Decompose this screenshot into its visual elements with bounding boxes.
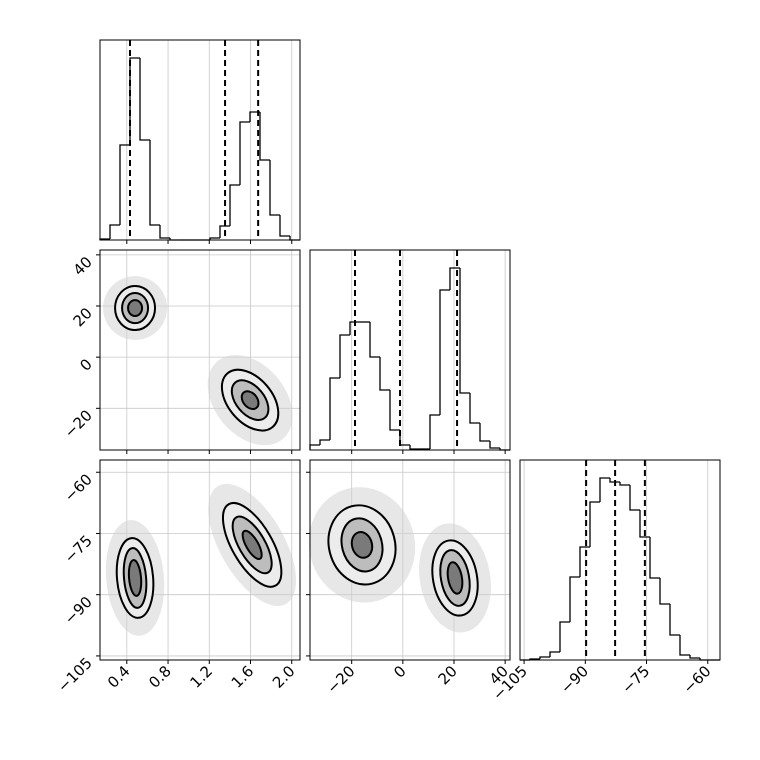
x-tick-label: 0.8 <box>145 662 175 692</box>
histogram-step <box>429 414 440 449</box>
x-tick-label: −20 <box>323 662 358 697</box>
y-tick-label: 40 <box>70 253 96 279</box>
panel <box>309 249 511 454</box>
x-tick-label: −75 <box>618 662 653 697</box>
y-tick-label: −60 <box>61 470 96 505</box>
histogram-step <box>609 478 620 483</box>
histogram-step <box>259 112 270 161</box>
histogram-step <box>489 441 500 449</box>
histogram-step <box>279 215 290 237</box>
histogram-step <box>439 289 450 415</box>
x-tick-label: 1.2 <box>187 662 217 692</box>
contour <box>446 561 464 595</box>
histogram-step <box>659 578 670 605</box>
panel: 0.4 0.8 1.2 1.6 2.0 −105 −90 −75 −60 <box>54 459 301 696</box>
x-tick-label: 2.0 <box>269 662 299 692</box>
histogram-step <box>379 357 390 391</box>
panel: −20 0 20 40 <box>61 249 301 454</box>
histogram-step <box>159 225 170 239</box>
histogram-step <box>349 321 360 335</box>
x-tick-label: 0 <box>390 662 409 681</box>
x-tick-label: 20 <box>435 662 461 688</box>
x-tick-label: 0.4 <box>104 662 134 692</box>
histogram-step <box>329 377 340 440</box>
contour <box>127 299 144 317</box>
axes-frame <box>309 249 511 451</box>
histogram-step <box>399 430 410 446</box>
panel <box>99 39 301 244</box>
y-tick-label: −75 <box>61 532 96 567</box>
histogram-step <box>549 651 560 657</box>
histogram-step <box>339 334 350 378</box>
y-tick-label: 20 <box>70 304 96 330</box>
contour <box>240 390 260 410</box>
histogram-step <box>219 225 230 238</box>
contour <box>241 529 263 561</box>
histogram-step <box>449 267 460 290</box>
histogram-step <box>139 58 150 141</box>
histogram-step <box>369 322 380 358</box>
histogram-step <box>319 439 330 445</box>
y-tick-label: −105 <box>54 654 96 696</box>
histogram-step <box>409 445 420 450</box>
contour <box>127 559 143 597</box>
histogram-step <box>479 423 490 442</box>
histogram-step <box>459 268 470 394</box>
x-tick-label: 1.6 <box>228 662 258 692</box>
y-tick-label: 0 <box>76 355 95 374</box>
histogram-step <box>469 393 480 424</box>
histogram-step <box>239 121 250 185</box>
histogram-step <box>639 510 650 538</box>
histogram-step <box>599 477 610 502</box>
histogram-step <box>689 655 700 659</box>
histogram-step <box>649 537 660 579</box>
contour <box>350 531 374 559</box>
histogram-step <box>109 224 120 239</box>
histogram-step <box>559 621 570 652</box>
histogram-step <box>309 444 320 450</box>
histogram-step <box>229 184 240 226</box>
histogram-step <box>569 576 580 622</box>
axes-frame <box>99 39 301 241</box>
histogram-step <box>579 546 590 577</box>
histogram-step <box>589 501 600 547</box>
histogram-step <box>249 111 260 122</box>
histogram-step <box>269 160 280 216</box>
histogram-step <box>119 144 130 225</box>
histogram-step <box>389 390 400 431</box>
histogram-step <box>629 485 640 511</box>
histogram-step <box>149 140 160 226</box>
axes-frame <box>309 459 511 661</box>
y-tick-label: −90 <box>61 593 96 628</box>
axes-frame <box>99 249 301 451</box>
axes-frame <box>99 459 301 661</box>
y-tick-label: −20 <box>61 406 96 441</box>
histogram-step <box>539 656 550 659</box>
histogram-step <box>669 604 680 636</box>
histogram-step <box>619 482 630 486</box>
histogram-step <box>679 635 690 656</box>
x-tick-label: −90 <box>557 662 592 697</box>
histogram-step <box>209 237 220 240</box>
axes-frame <box>519 459 721 661</box>
x-tick-label: −60 <box>679 662 714 697</box>
panel: −105 −90 −75 −60 <box>489 459 721 704</box>
histogram-step <box>129 57 140 145</box>
